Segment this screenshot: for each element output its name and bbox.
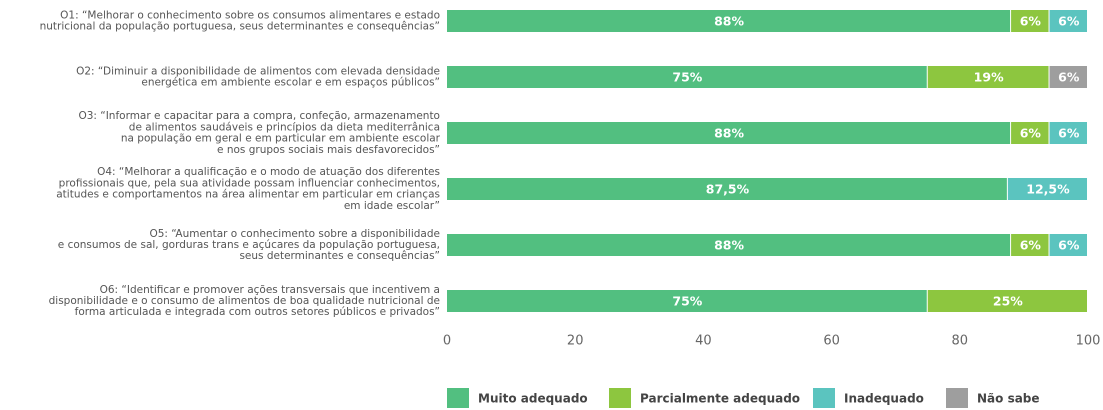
legend-label: Parcialmente adequado [640,392,800,406]
legend-swatch [813,388,835,408]
value-label: 12,5% [1026,182,1070,197]
category-label: atitudes e comportamentos na área alimen… [56,189,440,201]
bar-segment [447,290,927,312]
bar-segment [927,290,1087,312]
value-label: 6% [1058,126,1080,141]
category-label: O4: “Melhorar a qualificação e o modo de… [97,166,440,178]
category-label: disponibilidade e o consumo de alimentos… [49,295,440,307]
legend-label: Muito adequado [478,392,588,406]
category-label: nutricional da população portuguesa, seu… [40,21,440,33]
value-label: 25% [993,294,1023,309]
value-label: 88% [714,14,744,29]
bar-segment [447,234,1011,256]
category-label: O6: “Identificar e promover ações transv… [100,284,440,296]
category-label: seus determinantes e consequências” [239,250,440,262]
bar-segment [1049,10,1087,32]
x-tick-label: 60 [823,334,840,349]
category-label: na população em geral e em particular em… [121,133,441,145]
value-label: 6% [1058,238,1080,253]
bar-segment [447,66,927,88]
value-label: 75% [672,294,702,309]
legend-swatch [946,388,968,408]
value-label: 19% [974,70,1004,85]
value-label: 6% [1058,14,1080,29]
bar-segment [1011,122,1049,144]
category-label: de alimentos saudáveis e princípios da d… [129,121,440,133]
bar-segment [1049,66,1087,88]
category-label: O3: “Informar e capacitar para a compra,… [78,110,440,122]
bar-segment [447,122,1011,144]
category-label: O2: “Diminuir a disponibilidade de alime… [76,65,440,77]
category-label: energética em ambiente escolar e em espa… [141,77,440,89]
category-label: O1: “Melhorar o conhecimento sobre os co… [60,9,440,21]
bar-segment [1011,10,1049,32]
bar-segment [927,66,1049,88]
category-label: forma articulada e integrada com outros … [75,306,440,318]
value-label: 87,5% [706,182,750,197]
value-label: 6% [1020,14,1042,29]
bar-segment [447,10,1011,32]
category-label: e nos grupos sociais mais desfavorecidos… [217,144,440,156]
category-label: O5: “Aumentar o conhecimento sobre a dis… [149,228,440,240]
x-tick-label: 80 [952,334,969,349]
legend-label: Inadequado [844,392,924,406]
category-label: profissionais que, pela sua atividade po… [59,177,440,189]
value-label: 6% [1020,238,1042,253]
value-label: 88% [714,126,744,141]
legend-swatch [447,388,469,408]
bar-segment [1049,122,1087,144]
legend-label: Não sabe [977,392,1040,406]
x-tick-label: 0 [443,334,451,349]
category-label: e consumos de sal, gorduras trans e açúc… [58,239,440,251]
x-tick-label: 100 [1076,334,1101,349]
value-label: 88% [714,238,744,253]
category-label: em idade escolar” [344,200,440,212]
legend-swatch [609,388,631,408]
value-label: 75% [672,70,702,85]
value-label: 6% [1020,126,1042,141]
bar-segment [1011,234,1049,256]
value-label: 6% [1058,70,1080,85]
x-tick-label: 20 [567,334,584,349]
x-tick-label: 40 [695,334,712,349]
bar-segment [1007,178,1087,200]
bar-segment [447,178,1007,200]
bar-segment [1049,234,1087,256]
